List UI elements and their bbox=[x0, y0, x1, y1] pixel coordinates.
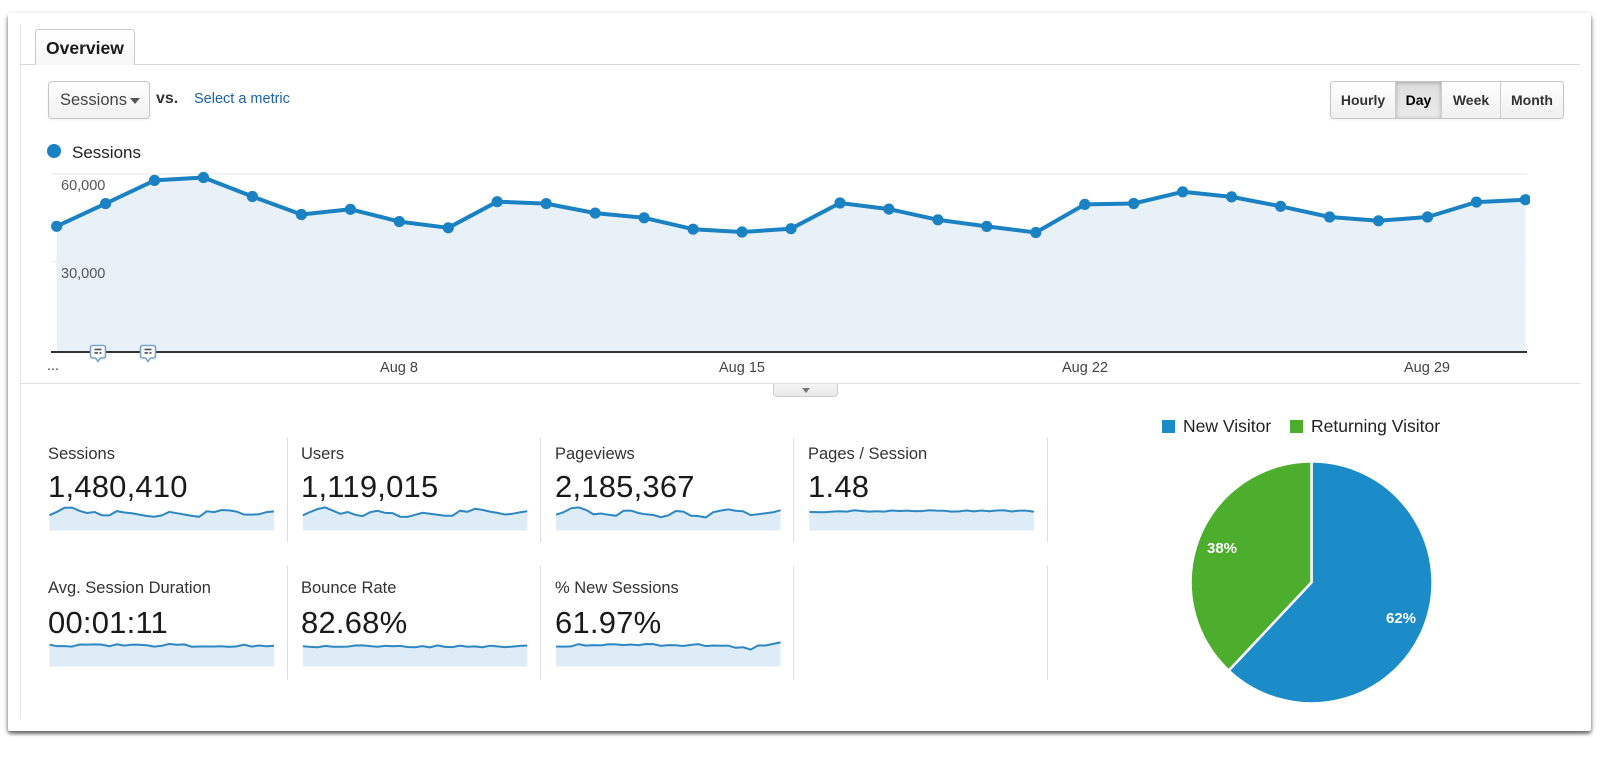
svg-text:38%: 38% bbox=[1207, 540, 1237, 557]
svg-text:62%: 62% bbox=[1386, 610, 1416, 627]
